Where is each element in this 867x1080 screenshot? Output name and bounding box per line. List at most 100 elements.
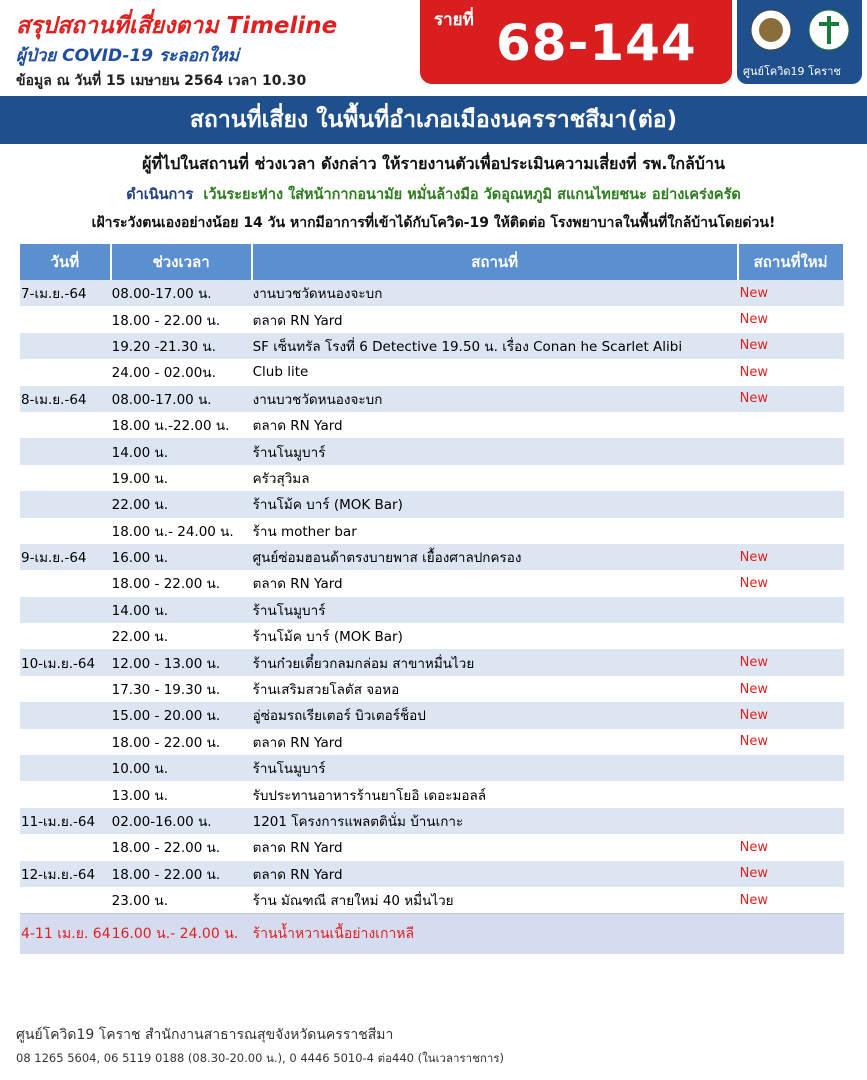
table-cell: 18.00 - 22.00 น. (111, 840, 221, 857)
table-row: 14.00 น. ร้านโนมูบาร์ (20, 596, 844, 624)
table-cell (20, 834, 111, 860)
risk-table: วันที่ ช่วงเวลา สถานที่ สถานที่ใหม่ 7-เม.ย.… (20, 244, 845, 955)
case-range: 68-144 (496, 14, 697, 72)
table-cell: 22.00 น. (111, 629, 169, 646)
table-row: 22.00 น. ร้านโม้ค บาร์ (MOK Bar) (20, 491, 844, 518)
table-cell: SF เซ็นทรัล โรงที่ 6 Detective 19.50 น. … (251, 332, 738, 360)
table-cell: New (739, 575, 768, 591)
table-cell: 18.00 - 22.00 น. (110, 860, 252, 887)
table-cell (20, 781, 111, 807)
table-cell: 14.00 น. (110, 438, 252, 465)
table-cell (737, 755, 844, 782)
title: สรุปสถานที่เสี่ยงตาม Timeline (16, 13, 338, 39)
table-row: 19.00 น. ครัวสุวิมล (20, 465, 844, 491)
table-row: 17.30 - 19.30 น. ร้านเสริมสวยโลตัส จอหอ Ne… (20, 676, 844, 702)
table-cell (20, 702, 111, 729)
table-row: 18.00 น.-22.00 น. ตลาด RN Yard (20, 412, 844, 438)
table-cell (20, 518, 111, 544)
table-cell (20, 729, 111, 755)
table-row: 18.00 - 22.00 น. ตลาด RN Yard New (20, 306, 844, 332)
table-row: 12-เม.ย.-64 18.00 - 22.00 น. ตลาด RN Yard N… (20, 860, 844, 887)
table-row: 14.00 น. ร้านโนมูบาร์ (20, 438, 844, 465)
table-cell: 18.00 น.-22.00 น. (111, 418, 230, 435)
case-label: รายที่ (434, 10, 474, 30)
table-cell: 9-เม.ย.-64 (20, 543, 111, 571)
table-cell (20, 596, 111, 624)
table-cell (20, 332, 111, 360)
table-header: วันที่ ช่วงเวลา สถานที่ สถานที่ใหม่ (20, 244, 845, 280)
table-cell: ตลาด RN Yard (252, 312, 343, 329)
table-cell: 11-เม.ย.-64 (20, 807, 111, 835)
table-cell: ร้านก๋วยเตี๋ยวกลมกล่อม สาขาหมื่นไวย (251, 649, 738, 676)
table-cell: ศูนย์ซ่อมฮอนด้าตรงบายพาส เยื้องศาลปกครอง (251, 543, 738, 571)
table-cell (737, 807, 844, 835)
table-row: 11-เม.ย.-64 02.00-16.00 น. 1201 โครงการแพล… (20, 807, 844, 835)
logo-caption: ศูนย์โควิด19 โคราช (743, 65, 841, 78)
table-row: 23.00 น. ร้าน มัณฑณี สายใหม่ 40 หมื่นไวย N… (20, 887, 844, 914)
table-cell: ร้านโม้ค บาร์ (MOK Bar) (251, 491, 738, 518)
table-row: 7-เม.ย.-64 08.00-17.00 น. งานบวชวัดหนองจะบ… (20, 280, 844, 307)
table-cell: ตลาด RN Yard (251, 860, 738, 887)
table-cell: New (739, 839, 768, 855)
table-row: 10-เม.ย.-64 12.00 - 13.00 น. ร้านก๋วยเตี๋ย… (20, 649, 844, 676)
notice: ดำเนินการ เว้นระยะห่าง ใส่หน้ากากอนามัย … (0, 183, 867, 206)
case-box (420, 0, 732, 84)
table-cell: New (739, 312, 768, 328)
table-cell: ร้านโนมูบาร์ (251, 438, 738, 465)
table-cell (20, 491, 111, 518)
table-row: 10.00 น. ร้านโนมูบาร์ (20, 755, 844, 782)
table-cell: ร้าน มัณฑณี สายใหม่ 40 หมื่นไวย (252, 893, 454, 910)
table-cell (738, 623, 844, 649)
table-cell: New (739, 892, 768, 908)
notice-text: เว้นระยะห่าง ใส่หน้ากากอนามัย หมั่นล้างม… (203, 187, 741, 203)
table-cell (20, 465, 111, 491)
table-cell: 15.00 - 20.00 น. (110, 702, 252, 729)
table-cell (737, 913, 844, 955)
table-cell (738, 412, 844, 438)
subtitle: ผู้ป่วย COVID-19 ระลอกใหม่ (16, 46, 239, 66)
table-cell (737, 438, 844, 465)
table-cell: New (739, 681, 768, 697)
table-row: 18.00 - 22.00 น. ตลาด RN Yard New (20, 729, 844, 755)
table-cell: 02.00-16.00 น. (110, 807, 252, 835)
table-cell: New (739, 364, 768, 380)
table-row: 18.00 - 22.00 น. ตลาด RN Yard New (20, 834, 844, 860)
table-row: 8-เม.ย.-64 08.00-17.00 น. งานบวชวัดหนองจะบ… (20, 385, 844, 412)
banner: สถานที่เสี่ยง ในพื้นที่อำเภอเมืองนครราชส… (0, 96, 867, 144)
table-row: 13.00 น. รับประทานอาหารร้านยาโยอิ เดอะมอล… (20, 781, 844, 807)
table-cell: 23.00 น. (111, 893, 169, 910)
table-cell: 19.00 น. (111, 470, 169, 487)
table-cell: New (737, 332, 844, 360)
table-cell: ตลาด RN Yard (252, 840, 343, 857)
footer-org: ศูนย์โควิด19 โคราช สำนักงานสาธารณสุขจังห… (16, 1027, 394, 1043)
table-cell (738, 465, 844, 491)
table-cell: ร้านโม้ค บาร์ (MOK Bar) (252, 629, 403, 646)
table-cell: Club lite (252, 364, 309, 381)
table-cell (737, 596, 844, 624)
table-cell (20, 887, 111, 914)
logos (750, 9, 850, 51)
notice: เฝ้าระวังตนเองอย่างน้อย 14 วัน หากมีอากา… (91, 215, 776, 231)
table-cell (20, 676, 111, 702)
table-row: 18.00 น.- 24.00 น. ร้าน mother bar (20, 518, 844, 544)
column-header: สถานที่ (251, 244, 739, 280)
table-cell: 8-เม.ย.-64 (20, 385, 111, 412)
table-cell: 24.00 - 02.00น. (111, 365, 216, 382)
table-cell (20, 755, 111, 782)
column-header: ช่วงเวลา (110, 244, 253, 280)
table-cell: 13.00 น. (111, 787, 169, 804)
table-cell: 16.00 น.- 24.00 น. (110, 913, 252, 955)
table-cell: 17.30 - 19.30 น. (111, 682, 221, 699)
table-cell: ตลาด RN Yard (252, 418, 343, 435)
table-cell: New (737, 649, 844, 676)
footer-phones: 08 1265 5604, 06 5119 0188 (08.30-20.00 … (16, 1051, 505, 1065)
table-cell: New (737, 385, 844, 412)
table-cell: ร้าน mother bar (252, 523, 357, 540)
table-cell (20, 359, 111, 385)
table-cell (738, 781, 844, 807)
table-cell: รับประทานอาหารร้านยาโยอิ เดอะมอลล์ (252, 787, 487, 804)
table-cell: 08.00-17.00 น. (110, 280, 252, 307)
table-row: 4-11 เม.ย. 64 16.00 น.- 24.00 น. ร้านน้ำหว… (20, 913, 844, 955)
table-cell: ร้านโนมูบาร์ (251, 596, 738, 624)
table-cell: 14.00 น. (110, 596, 252, 624)
